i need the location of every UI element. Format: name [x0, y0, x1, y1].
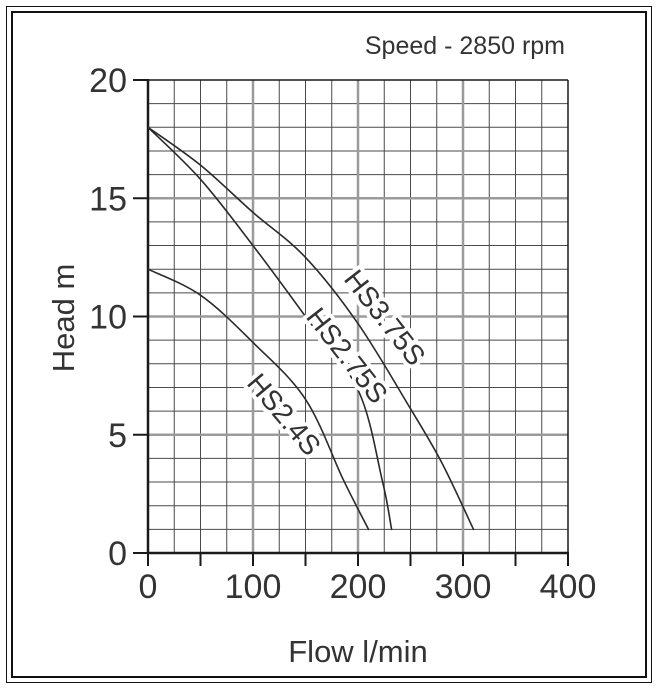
- x-axis-title: Flow l/min: [288, 634, 428, 669]
- x-tick-label: 300: [435, 568, 492, 606]
- x-tick-label: 400: [540, 568, 597, 606]
- y-tick-label: 20: [89, 62, 127, 100]
- curve-HS2.4S: [147, 268, 370, 531]
- axis-ticks: [133, 79, 569, 566]
- y-tick-label: 15: [89, 180, 127, 218]
- y-tick-label: 0: [108, 535, 127, 573]
- grid-major: [148, 80, 568, 553]
- curve-HS3.75S: [147, 126, 475, 531]
- x-tick-label: 0: [139, 568, 158, 606]
- curve-HS2.75S: [147, 126, 393, 531]
- inner-frame: [11, 11, 647, 678]
- y-tick-label: 10: [89, 299, 127, 337]
- y-tick-label: 5: [108, 417, 127, 455]
- x-tick-label: 200: [330, 568, 387, 606]
- chart-title: Speed - 2850 rpm: [364, 32, 565, 60]
- tick-labels: 0 100 200 300 400 0 5 10 15 20: [89, 62, 596, 606]
- x-tick-label: 100: [225, 568, 282, 606]
- outer-frame: [6, 6, 652, 683]
